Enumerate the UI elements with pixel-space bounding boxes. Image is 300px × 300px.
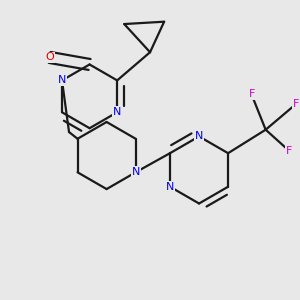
- Text: N: N: [166, 182, 174, 192]
- Text: F: F: [248, 89, 255, 100]
- Text: N: N: [195, 131, 203, 141]
- Text: N: N: [113, 107, 122, 117]
- Text: F: F: [286, 146, 292, 156]
- Text: N: N: [131, 167, 140, 177]
- Text: O: O: [45, 52, 54, 62]
- Text: N: N: [58, 75, 66, 85]
- Text: F: F: [293, 99, 299, 109]
